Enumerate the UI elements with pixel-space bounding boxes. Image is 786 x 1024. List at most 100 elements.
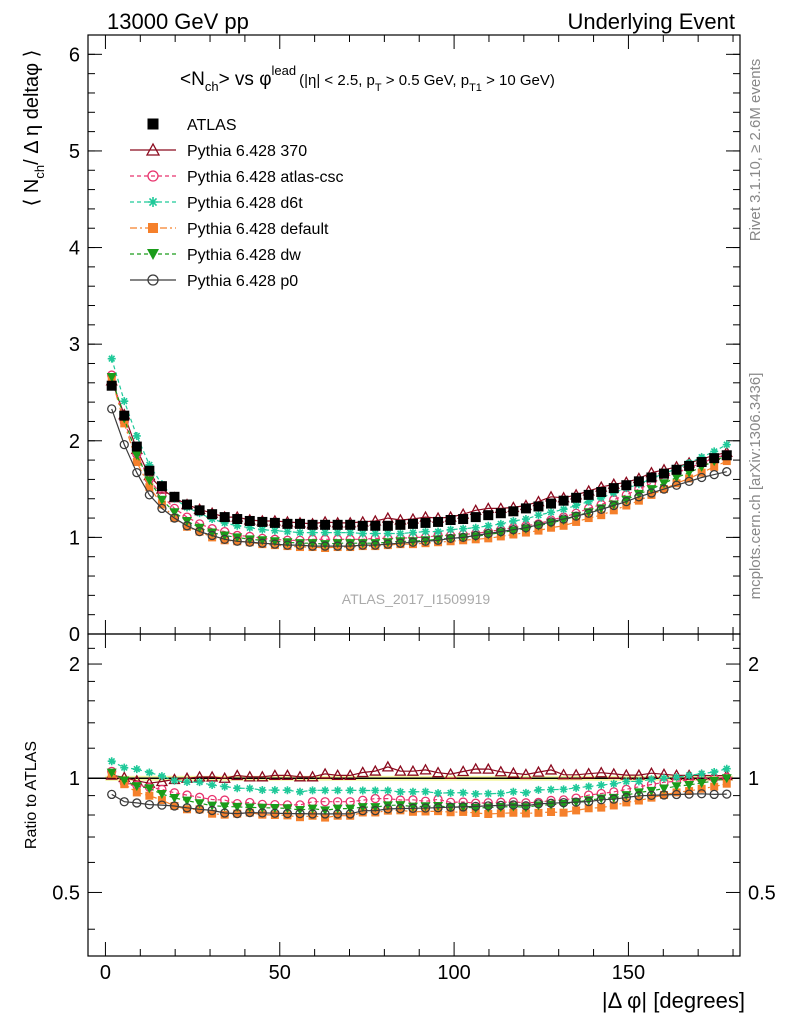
x-tick-label: 50	[269, 962, 291, 984]
point-ATLAS	[533, 501, 544, 512]
main-ytick-label: 4	[69, 238, 80, 260]
main-ytick-label: 3	[69, 334, 80, 356]
point-dw	[244, 535, 255, 545]
point-p0	[496, 526, 506, 537]
point-ATLAS	[558, 495, 569, 506]
main-ytick-label: 0	[69, 624, 80, 646]
ratio-point-p0	[558, 798, 569, 808]
ratio-point-p0	[119, 797, 129, 807]
point-ATLAS	[483, 510, 494, 521]
ratio-point-370	[281, 769, 294, 781]
ratio-ytick-label: 2	[69, 654, 80, 676]
point-p0	[483, 528, 493, 539]
ratio-point-370	[381, 760, 394, 772]
ratio-point-d6t	[295, 787, 304, 796]
ratio-point-dw	[395, 801, 406, 811]
ratio-series-p0	[107, 789, 732, 819]
ratio-point-d6t	[484, 789, 493, 798]
point-p0	[508, 525, 519, 535]
ratio-ytick-label-right: 2	[748, 654, 759, 676]
point-ATLAS	[119, 410, 130, 421]
point-d6t	[396, 529, 405, 538]
ratio-point-dw	[357, 803, 368, 813]
rivet-label: Rivet 3.1.10, ≥ 2.6M events	[747, 59, 764, 242]
ratio-point-p0	[408, 803, 418, 813]
ratio-point-default	[672, 788, 681, 797]
point-default	[559, 521, 568, 530]
ratio-series-d6t	[107, 757, 731, 798]
header-left: 13000 GeV pp	[107, 9, 249, 34]
point-d6t	[346, 528, 355, 537]
point-p0	[621, 496, 631, 507]
ratio-point-p0	[282, 808, 293, 819]
ratio-point-dw	[633, 788, 644, 798]
ratio-point-default	[145, 791, 154, 800]
ratio-point-370	[231, 769, 244, 781]
ratio-point-default	[371, 808, 380, 817]
ratio-point-dw	[320, 806, 331, 816]
point-d6t	[496, 519, 505, 528]
ratio-point-default	[484, 810, 493, 819]
point-p0	[546, 517, 556, 527]
ratio-point-p0	[107, 789, 117, 800]
ratio-point-p0	[533, 799, 544, 809]
point-p0	[245, 537, 255, 547]
point-default	[572, 517, 581, 526]
ratio-point-default	[697, 784, 706, 793]
point-d6t	[434, 527, 443, 536]
point-p0	[408, 537, 418, 547]
point-p0	[684, 476, 694, 487]
ratio-point-p0	[169, 801, 180, 811]
ratio-point-p0	[458, 802, 468, 812]
point-ATLAS	[633, 476, 644, 487]
point-ATLAS	[144, 465, 155, 476]
point-ATLAS	[596, 486, 607, 497]
point-ATLAS	[571, 492, 582, 503]
ratio-ytick-label: 0.5	[52, 882, 80, 904]
point-p0	[144, 490, 155, 500]
ratio-point-dw	[282, 804, 293, 814]
point-ATLAS	[508, 506, 519, 517]
point-d6t	[722, 440, 731, 449]
point-p0	[282, 540, 293, 550]
ratio-series-370	[105, 760, 733, 788]
point-d6t	[584, 497, 593, 506]
point-ATLAS	[156, 481, 167, 492]
ratio-point-default	[132, 788, 141, 797]
main-ytick-label: 5	[69, 141, 80, 163]
point-dw	[156, 495, 167, 505]
ratio-point-370	[356, 766, 369, 778]
ratio-point-d6t	[534, 785, 543, 794]
point-ATLAS	[320, 519, 331, 530]
point-ATLAS	[646, 472, 657, 483]
point-d6t	[597, 493, 606, 502]
point-p0	[169, 513, 180, 523]
ratio-point-d6t	[245, 784, 254, 793]
ratio-point-d6t	[371, 786, 380, 795]
ratio-point-dw	[721, 774, 732, 784]
header-right: Underlying Event	[567, 9, 735, 34]
ratio-point-default	[270, 811, 279, 820]
ratio-point-p0	[157, 800, 167, 810]
point-d6t	[471, 523, 480, 532]
ratio-point-default	[346, 811, 355, 820]
main-panel: 0 1 2 3 4 5 6 <Nch> vs φlead(|η| < 2.5, pT > 0…	[21, 34, 741, 646]
ratio-point-p0	[332, 809, 343, 819]
ratio-point-default	[496, 809, 505, 818]
ratio-point-p0	[270, 808, 280, 818]
point-d6t	[308, 528, 317, 537]
point-p0	[270, 539, 280, 549]
point-ATLAS	[182, 499, 193, 510]
point-d6t	[107, 354, 116, 363]
legend-label-370: Pythia 6.428 370	[187, 143, 307, 160]
ratio-point-370	[532, 765, 545, 777]
ratio-point-d6t	[634, 777, 643, 786]
point-p0	[220, 534, 230, 544]
ratio-point-dw	[382, 801, 393, 811]
ratio-point-370	[482, 762, 495, 774]
point-d6t	[383, 529, 392, 538]
ratio-point-default	[358, 808, 367, 817]
legend-marker-d6t	[148, 197, 158, 207]
point-d6t	[521, 515, 530, 524]
point-d6t	[509, 516, 518, 525]
